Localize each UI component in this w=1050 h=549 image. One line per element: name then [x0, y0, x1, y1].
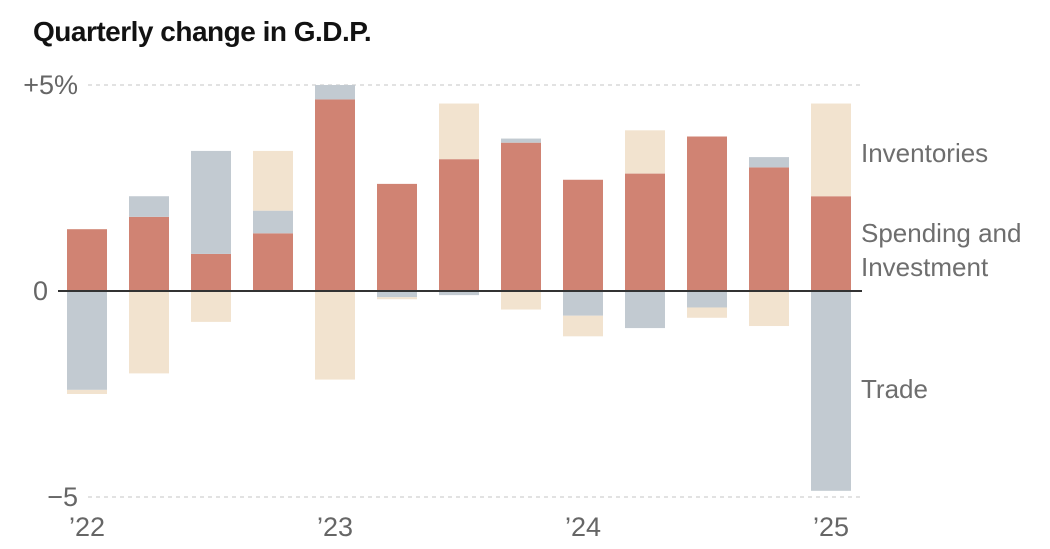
bar-inventories-2022-q3	[191, 291, 231, 322]
bar-inventories-2024-q1	[563, 315, 603, 337]
bar-inventories-2023-q2	[377, 297, 417, 300]
bar-spending-and-investment-2025-q1	[811, 196, 851, 291]
bar-trade-2024-q1	[563, 291, 603, 316]
bar-trade-2024-q3	[687, 291, 727, 308]
bar-spending-and-investment-2024-q1	[563, 179, 603, 291]
bar-inventories-2022-q2	[129, 291, 169, 374]
chart-title: Quarterly change in G.D.P.	[33, 16, 372, 47]
x-tick-label: ’25	[813, 512, 849, 542]
legend-label-spending-line2: Investment	[861, 252, 989, 282]
bar-spending-and-investment-2022-q1	[67, 229, 107, 291]
bar-spending-and-investment-2022-q4	[253, 233, 293, 291]
y-tick-label: +5%	[23, 70, 78, 100]
bar-inventories-2023-q1	[315, 291, 355, 380]
legend-label-spending-line1: Spending and	[861, 218, 1021, 248]
x-tick-label: ’22	[69, 512, 105, 542]
bar-inventories-2022-q1	[67, 389, 107, 394]
bar-spending-and-investment-2023-q1	[315, 99, 355, 291]
bar-spending-and-investment-2023-q4	[501, 142, 541, 291]
legend-label-inventories: Inventories	[861, 138, 988, 168]
bar-spending-and-investment-2024-q3	[687, 136, 727, 291]
bar-inventories-2022-q4	[253, 150, 293, 211]
bar-trade-2023-q2	[377, 291, 417, 298]
x-tick-label: ’23	[317, 512, 353, 542]
bar-trade-2022-q4	[253, 210, 293, 234]
bar-trade-2022-q1	[67, 291, 107, 390]
bar-trade-2024-q4	[749, 157, 789, 168]
bar-trade-2024-q2	[625, 291, 665, 329]
bar-inventories-2023-q3	[439, 103, 479, 160]
y-tick-label: −5	[47, 482, 78, 512]
bar-trade-2022-q3	[191, 150, 231, 254]
bar-spending-and-investment-2024-q4	[749, 167, 789, 291]
bar-spending-and-investment-2023-q3	[439, 159, 479, 291]
bar-trade-2025-q1	[811, 291, 851, 491]
bar-trade-2023-q1	[315, 85, 355, 100]
x-tick-label: ’24	[565, 512, 601, 542]
bar-spending-and-investment-2022-q3	[191, 253, 231, 291]
bar-trade-2023-q3	[439, 291, 479, 296]
bar-spending-and-investment-2022-q2	[129, 216, 169, 291]
y-tick-label: 0	[33, 276, 48, 306]
bar-trade-2023-q4	[501, 138, 541, 143]
bar-inventories-2024-q4	[749, 291, 789, 327]
bar-spending-and-investment-2024-q2	[625, 173, 665, 291]
bar-inventories-2024-q2	[625, 130, 665, 174]
bar-inventories-2023-q4	[501, 291, 541, 310]
legend-label-trade: Trade	[861, 374, 928, 404]
bar-inventories-2025-q1	[811, 103, 851, 197]
bar-inventories-2024-q3	[687, 307, 727, 318]
bar-trade-2022-q2	[129, 196, 169, 217]
bar-spending-and-investment-2023-q2	[377, 183, 417, 291]
